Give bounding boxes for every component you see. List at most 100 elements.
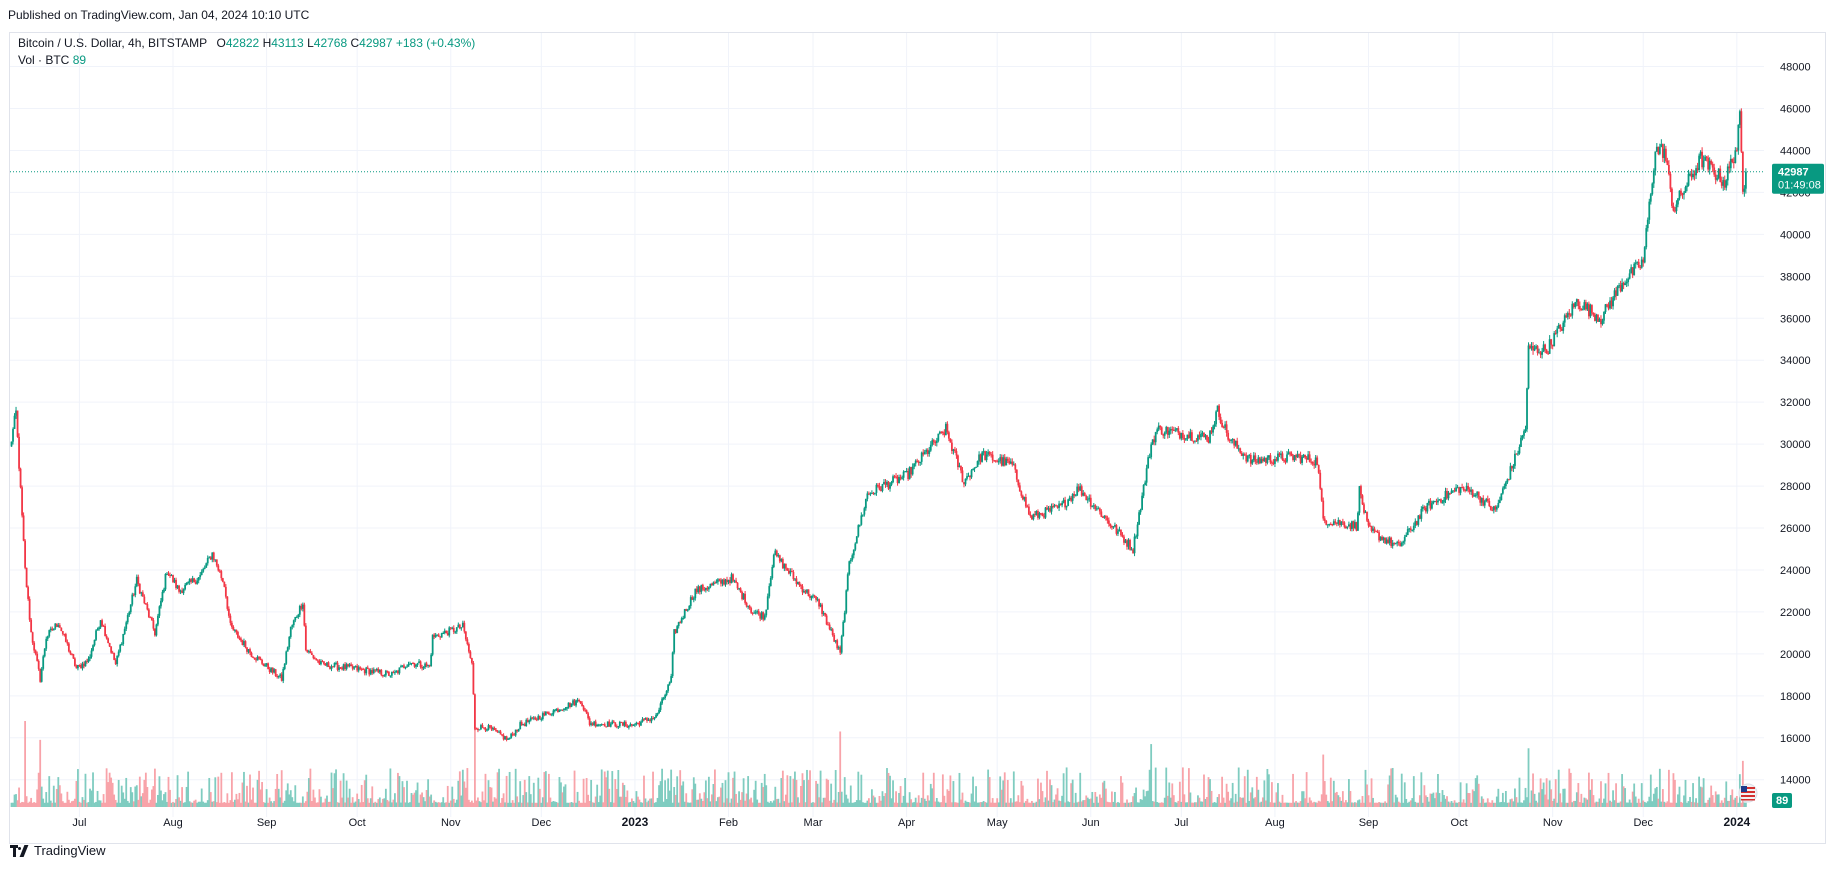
candle-body xyxy=(904,471,907,473)
candle-body xyxy=(392,672,395,674)
candle-body xyxy=(475,728,478,730)
candle-body xyxy=(1319,472,1322,489)
candle-body xyxy=(1705,156,1708,158)
candle-body xyxy=(283,663,286,669)
volume-bar xyxy=(1423,785,1426,807)
volume-bar xyxy=(1387,784,1390,807)
candle-body xyxy=(1545,349,1548,354)
candle-body xyxy=(777,555,780,557)
volume-bar xyxy=(952,781,955,807)
volume-bar xyxy=(43,802,46,807)
volume-bar xyxy=(736,802,739,807)
volume-bar xyxy=(1104,788,1107,807)
candle-body xyxy=(963,482,965,485)
candle-body xyxy=(1322,500,1325,519)
candle-body xyxy=(1249,455,1252,464)
candle-body xyxy=(519,722,522,730)
candle-body xyxy=(123,628,126,634)
candle-body xyxy=(1518,446,1521,454)
volume-bar xyxy=(301,796,304,807)
volume-bar xyxy=(1476,775,1479,807)
chart-frame[interactable] xyxy=(9,32,1826,844)
candle-body xyxy=(609,724,612,727)
volume-bar xyxy=(208,777,211,807)
candle-body xyxy=(83,663,85,667)
volume-bar xyxy=(1215,802,1217,807)
candle-body xyxy=(1446,490,1448,499)
candle-body xyxy=(255,659,257,661)
volume-bar xyxy=(1209,779,1211,807)
candle-body xyxy=(439,636,442,638)
candle-body xyxy=(265,663,268,666)
candle-body xyxy=(957,455,959,468)
volume-bar xyxy=(1127,802,1130,807)
candle-body xyxy=(1649,194,1652,202)
volume-bar xyxy=(232,801,235,807)
volume-bar xyxy=(593,802,596,807)
candle-body xyxy=(979,454,982,462)
candle-body xyxy=(1283,459,1285,462)
candle-body xyxy=(511,733,514,735)
volume-bar xyxy=(1574,800,1577,807)
volume-bar xyxy=(220,772,223,807)
candle-body xyxy=(1305,457,1308,460)
candle-body xyxy=(1607,304,1610,309)
candle-body xyxy=(1453,490,1456,492)
volume-bar xyxy=(227,802,230,807)
candle-body xyxy=(132,594,135,596)
candle-body xyxy=(34,650,37,654)
volume-bar xyxy=(1343,802,1346,807)
candle-body xyxy=(606,721,609,727)
candle-body xyxy=(1047,508,1050,510)
candle-body xyxy=(1281,453,1284,460)
volume-bar xyxy=(923,798,926,807)
candle-body xyxy=(706,587,709,590)
candle-body xyxy=(1473,495,1476,497)
volume-bar xyxy=(123,798,126,807)
candle-body xyxy=(1713,167,1716,175)
volume-bar xyxy=(704,780,707,807)
candle-body xyxy=(952,449,955,452)
volume-bar xyxy=(463,781,466,807)
candle-body xyxy=(1501,488,1504,494)
volume-bar xyxy=(1731,789,1734,807)
candle-body xyxy=(1147,457,1150,469)
candle-body xyxy=(1677,198,1679,205)
candle-body xyxy=(724,579,727,585)
candle-body xyxy=(1062,499,1065,503)
candle-body xyxy=(1251,460,1254,464)
candle-body xyxy=(1189,432,1192,438)
volume-bar xyxy=(544,771,547,807)
candle-body xyxy=(431,634,434,655)
candle-body xyxy=(1639,267,1642,269)
us-flag-icon[interactable] xyxy=(1738,783,1758,803)
candle-body xyxy=(1018,485,1021,492)
candle-body xyxy=(828,624,831,630)
candle-body xyxy=(780,559,783,562)
candle-body xyxy=(525,719,528,727)
candle-body xyxy=(818,599,820,607)
candle-body xyxy=(246,647,248,652)
candle-body xyxy=(1503,486,1506,489)
candle-body xyxy=(1341,521,1344,523)
candle-body xyxy=(1393,542,1396,544)
volume-bar xyxy=(1311,802,1314,807)
volume-bar xyxy=(1252,798,1255,807)
candle-body xyxy=(947,432,950,439)
volume-bar xyxy=(855,800,858,807)
candle-body xyxy=(1168,430,1171,435)
candle-body xyxy=(978,454,980,462)
volume-bar xyxy=(1144,796,1147,807)
y-tick-label: 24000 xyxy=(1780,565,1811,577)
volume-bar xyxy=(1405,798,1408,807)
candle-body xyxy=(223,581,226,587)
volume-bar xyxy=(646,802,648,807)
candle-body xyxy=(1606,304,1608,306)
volume-bar xyxy=(655,802,657,807)
volume-bar xyxy=(368,802,371,807)
x-tick-label: Oct xyxy=(1451,817,1468,829)
volume-bar xyxy=(292,801,295,807)
candle-body xyxy=(1485,498,1488,502)
volume-bar xyxy=(685,793,688,807)
